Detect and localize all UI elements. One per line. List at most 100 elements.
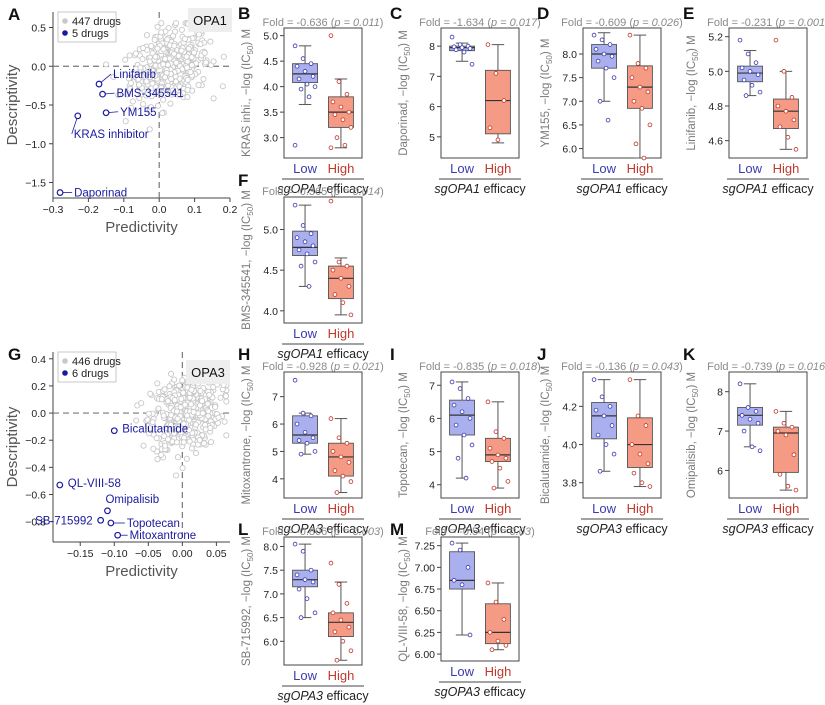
legend-marker bbox=[62, 30, 68, 36]
background-drug-point bbox=[171, 28, 179, 35]
background-drug-point bbox=[184, 64, 191, 71]
background-drug-point bbox=[201, 49, 208, 56]
data-point bbox=[635, 61, 641, 66]
data-point bbox=[741, 428, 747, 434]
data-point bbox=[304, 81, 310, 87]
data-point bbox=[755, 420, 761, 426]
y-tick-label: 7.25 bbox=[415, 541, 436, 553]
box-panel-F: F Fold = -0.365 (p = 0.014) 4.0 4.5 5.0 BMS-3… bbox=[238, 171, 384, 361]
background-drug-point bbox=[183, 455, 190, 462]
plot-frame bbox=[440, 371, 520, 499]
background-drug-point bbox=[173, 439, 180, 446]
data-point bbox=[312, 259, 318, 265]
background-drug-point bbox=[171, 42, 178, 49]
background-drug-point bbox=[152, 53, 159, 60]
background-drug-point bbox=[199, 397, 206, 404]
x-tick-label: 0.00 bbox=[172, 548, 193, 560]
background-drug-point bbox=[196, 436, 203, 444]
data-point bbox=[737, 37, 743, 43]
background-drug-point bbox=[127, 85, 134, 92]
data-point bbox=[643, 423, 649, 428]
data-point bbox=[503, 643, 509, 648]
background-drug-point bbox=[166, 383, 173, 390]
background-drug-point bbox=[147, 390, 154, 397]
y-tick-label: −0.8 bbox=[25, 517, 46, 529]
data-point bbox=[461, 49, 467, 55]
background-drug-point bbox=[176, 92, 184, 99]
category-label-low: Low bbox=[293, 501, 317, 516]
y-tick-label: 7.0 bbox=[263, 589, 278, 601]
data-point bbox=[310, 243, 316, 249]
background-drug-point bbox=[183, 53, 190, 60]
highlight-label-mitoxantrone: Mitoxantrone bbox=[130, 530, 196, 542]
y-tick-label: 4.0 bbox=[263, 306, 278, 318]
highlight-label-ym155: YM155 bbox=[120, 107, 156, 119]
background-drug-point bbox=[172, 20, 180, 27]
category-label-high: High bbox=[485, 664, 512, 679]
background-drug-point bbox=[138, 91, 145, 98]
background-drug-point bbox=[132, 50, 139, 57]
box-panel-M: M Fold = -0.54 (p = 0.03) 6.00 6.25 6.50 6.75… bbox=[390, 520, 535, 699]
data-point bbox=[487, 445, 493, 451]
background-drug-point bbox=[158, 396, 165, 403]
background-drug-point bbox=[184, 86, 191, 93]
plot-frame bbox=[728, 371, 808, 499]
data-point bbox=[747, 69, 753, 74]
legend-marker bbox=[62, 358, 68, 364]
highlight-point-ql-viii-58 bbox=[56, 481, 64, 489]
data-point bbox=[641, 155, 647, 161]
data-point bbox=[449, 34, 455, 40]
background-drug-point bbox=[133, 417, 140, 424]
data-point bbox=[753, 60, 759, 65]
category-label-high: High bbox=[773, 501, 800, 516]
data-point bbox=[312, 610, 318, 616]
data-point bbox=[465, 565, 471, 570]
background-drug-point bbox=[170, 50, 178, 57]
category-label-low: Low bbox=[450, 664, 474, 679]
y-tick-label: 4.8 bbox=[708, 101, 723, 113]
data-point bbox=[346, 460, 352, 465]
data-point bbox=[495, 137, 501, 143]
background-drug-point bbox=[160, 96, 167, 103]
y-tick-label: 4.0 bbox=[562, 440, 577, 452]
data-point bbox=[296, 586, 302, 592]
data-point bbox=[741, 77, 747, 83]
legend-box bbox=[57, 11, 117, 43]
data-point bbox=[631, 470, 637, 476]
data-point bbox=[294, 572, 300, 578]
data-point bbox=[489, 647, 495, 653]
background-drug-point bbox=[158, 84, 165, 91]
y-axis-title: Topotecan, −log (IC50) M bbox=[398, 372, 412, 498]
data-point bbox=[346, 284, 352, 289]
background-drug-point bbox=[199, 410, 206, 417]
category-label-high: High bbox=[485, 501, 512, 516]
y-tick-label: 7 bbox=[429, 380, 435, 392]
background-drug-point bbox=[180, 420, 187, 427]
box-low bbox=[292, 377, 318, 457]
data-point bbox=[330, 449, 336, 454]
background-drug-point bbox=[168, 370, 175, 377]
background-drug-point bbox=[140, 44, 147, 52]
y-tick-label: 0.5 bbox=[31, 23, 46, 35]
data-point bbox=[344, 601, 350, 606]
x-tick-label: −0.05 bbox=[135, 548, 162, 560]
y-axis-title: YM155, −log (IC50) M bbox=[540, 39, 554, 148]
data-point bbox=[336, 79, 342, 84]
data-point bbox=[603, 442, 609, 447]
background-drug-point bbox=[143, 32, 150, 39]
box-iqr bbox=[485, 437, 511, 462]
data-point bbox=[332, 112, 338, 117]
background-drug-point bbox=[212, 403, 219, 411]
data-point bbox=[639, 106, 645, 111]
background-drug-point bbox=[222, 393, 230, 400]
data-point bbox=[453, 47, 459, 53]
data-point bbox=[791, 117, 797, 123]
data-point bbox=[639, 480, 645, 486]
y-axis-title: Omipalisib, −log (IC50) M bbox=[686, 372, 700, 498]
background-drug-point bbox=[181, 35, 188, 42]
box-high bbox=[485, 42, 511, 144]
box-low bbox=[449, 34, 475, 67]
category-label-low: Low bbox=[592, 501, 616, 516]
data-point bbox=[777, 472, 783, 477]
data-point bbox=[755, 72, 761, 78]
